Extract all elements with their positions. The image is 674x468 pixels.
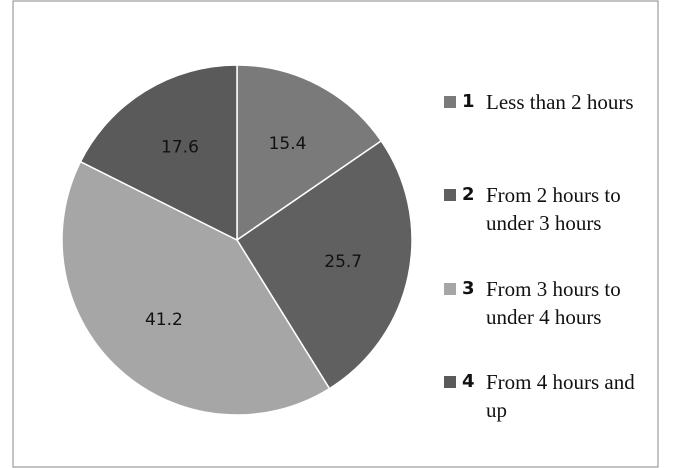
legend-key: 1 — [462, 91, 475, 112]
legend-label: From 2 hours to under 3 hours — [486, 183, 621, 235]
legend-key: 4 — [462, 371, 475, 392]
legend-item: 1 Less than 2 hours — [444, 88, 651, 116]
frame — [12, 0, 659, 468]
legend-item: 2 From 2 hours to under 3 hours — [444, 181, 651, 237]
pie-slice — [235, 139, 413, 390]
data-label: 15.4 — [269, 134, 307, 154]
legend-label: Less than 2 hours — [486, 90, 634, 114]
legend-key: 3 — [462, 278, 475, 299]
legend-key: 2 — [462, 184, 475, 205]
legend-swatch — [444, 283, 456, 295]
data-label: 25.7 — [324, 252, 362, 272]
data-label: 41.2 — [145, 310, 183, 330]
legend-swatch — [444, 96, 456, 108]
legend-swatch — [444, 189, 456, 201]
pie-slice — [79, 64, 238, 242]
legend-label: From 3 hours to under 4 hours — [486, 277, 621, 329]
legend-item: 4 From 4 hours and up — [444, 368, 651, 424]
legend-item: 3 From 3 hours to under 4 hours — [444, 275, 651, 331]
pie-slice — [61, 160, 331, 416]
data-label: 17.6 — [161, 138, 199, 158]
pie-slice — [236, 64, 383, 242]
legend-swatch — [444, 376, 456, 388]
legend-label: From 4 hours and up — [486, 370, 635, 422]
